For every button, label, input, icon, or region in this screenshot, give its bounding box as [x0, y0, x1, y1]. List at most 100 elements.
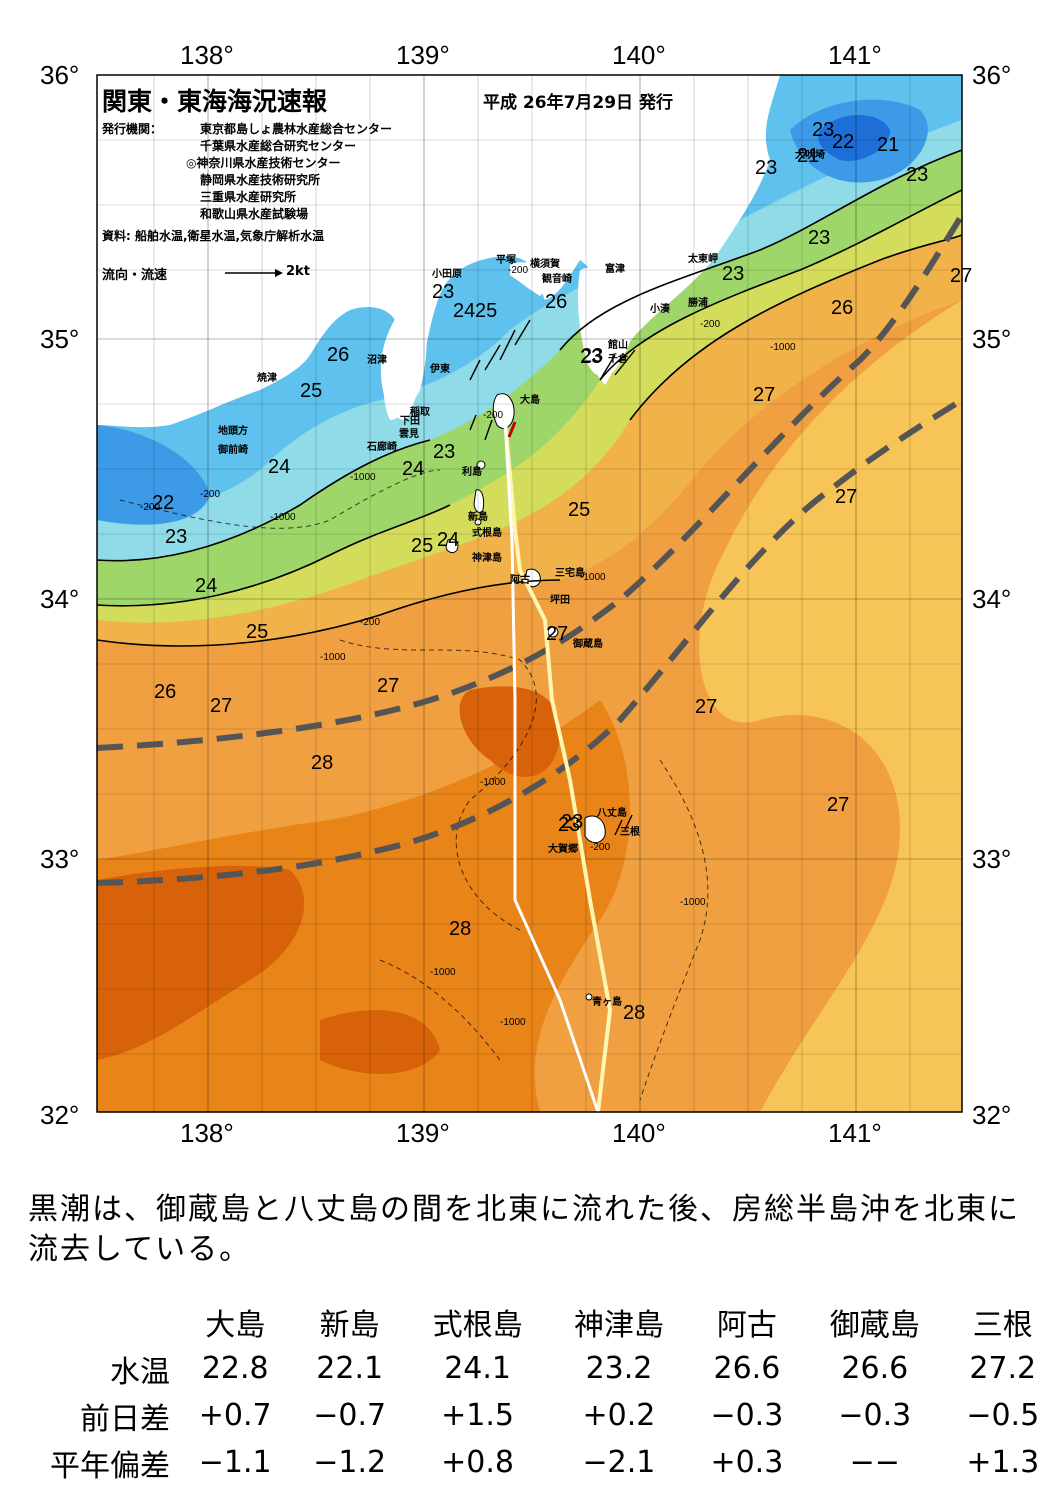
island-niijima: [473, 489, 485, 513]
depth-label: -1000: [580, 572, 606, 583]
table-header-row: 大島 新島 式根島 神津島 阿古 御蔵島 三根: [20, 1298, 1060, 1345]
warm-water-27-east: [699, 75, 962, 1112]
table-cell: +1.5: [441, 1398, 515, 1433]
temperature-label: 23: [808, 227, 830, 249]
table-cell: −−: [849, 1445, 900, 1480]
temperature-label: 21: [797, 145, 819, 167]
place-label: 太東岬: [687, 252, 718, 265]
place-label: 稲取: [410, 405, 431, 418]
temperature-label: 24: [437, 529, 459, 551]
temperature-label: 25: [411, 535, 433, 557]
table-cell: 24.1: [444, 1351, 511, 1386]
temperature-label: 24: [453, 300, 475, 322]
temperature-label: 22: [832, 131, 854, 153]
row-label: 平年偏差: [50, 1448, 170, 1484]
table-cell: −0.3: [838, 1398, 912, 1433]
depth-label: -200: [700, 319, 720, 330]
table-cell: 23.2: [585, 1351, 653, 1386]
temperature-label: 23: [906, 164, 928, 186]
lat-label-right-32: 32°: [972, 1100, 1012, 1130]
table-row: 平年偏差 −1.1 −1.2 +0.8 −2.1 +0.3 −− +1.3: [20, 1439, 1060, 1486]
temperature-label: 23: [755, 157, 777, 179]
temperature-label: 27: [827, 794, 849, 816]
table-cell: −0.7: [313, 1398, 387, 1433]
lon-label-top-141: 141°: [828, 40, 882, 70]
temperature-label: 26: [154, 681, 176, 703]
temperature-label: 25: [475, 300, 497, 322]
depth-label: -200: [508, 265, 528, 276]
kuroshio-axis: [97, 213, 962, 886]
temperature-label: 27: [835, 486, 857, 508]
temperature-label: 23: [580, 346, 602, 368]
warm-pool-29-south: [320, 1010, 440, 1074]
place-label: 式根島: [472, 526, 502, 539]
isotherm-lines: [97, 149, 962, 647]
table-cell: −1.1: [198, 1445, 272, 1480]
temperature-label: 25: [246, 621, 268, 643]
map-title: 関東・東海海況速報: [102, 87, 328, 116]
place-label: 千倉: [608, 352, 629, 365]
depth-label: -200: [200, 489, 220, 500]
place-label: 三宅島: [555, 566, 585, 579]
place-label: 青ヶ島: [592, 995, 622, 1008]
col-header: 三根: [972, 1307, 1033, 1343]
table-corner: [20, 1298, 178, 1345]
legend-label: 流向・流速: [102, 268, 168, 283]
depth-label: -1000: [270, 512, 296, 523]
temperature-table: 大島 新島 式根島 神津島 阿古 御蔵島 三根 水温 22.8 22.1 24.…: [20, 1298, 1060, 1486]
place-label: 八丈島: [596, 806, 627, 819]
isobath-lines: [119, 469, 709, 1101]
temperature-label: 28: [311, 752, 333, 774]
sea-temperature-map: 23 22 21 21 23 23 23 23 26 27 27 27 27 27 23 24 25 23 26 25…: [40, 40, 1012, 1148]
depth-label: -200: [140, 502, 160, 513]
lat-label-left-35: 35°: [40, 324, 80, 354]
place-label: 下田: [400, 415, 420, 427]
col-header: 御蔵島: [829, 1307, 920, 1343]
temperature-label: 26: [327, 344, 349, 366]
lat-label-right-36: 36°: [972, 60, 1012, 90]
lat-label-right-35: 35°: [972, 324, 1012, 354]
island-kozushima: [445, 538, 459, 554]
island-aogashima: [585, 993, 593, 1001]
legend-arrow: [225, 269, 283, 277]
lon-label-top-140: 140°: [612, 40, 666, 70]
publisher-2: 千葉県水産総合研究センター: [200, 139, 357, 153]
lon-label-top-138: 138°: [180, 40, 234, 70]
place-label: 阿古: [510, 573, 530, 586]
place-label: 利島: [462, 465, 482, 478]
temperature-label: 23: [433, 441, 455, 463]
table-cell: +0.3: [710, 1445, 784, 1480]
temperature-label: 21: [877, 134, 899, 156]
summary-text: 黒潮は、御蔵島と八丈島の間を北東に流れた後、房総半島沖を北東に流去している。: [28, 1192, 1020, 1267]
ship-position-marker: [507, 421, 517, 438]
place-label: 大賀郷: [548, 842, 578, 855]
table-cell: 26.6: [713, 1351, 781, 1386]
temperature-label: 23: [581, 345, 603, 367]
island-shikinejima: [474, 518, 482, 526]
temperature-label: 25: [568, 499, 590, 521]
place-label: 平塚: [496, 253, 516, 266]
table-cell: 27.2: [969, 1351, 1037, 1386]
col-header: 神津島: [573, 1307, 664, 1343]
land-boso-peninsula: [577, 267, 635, 377]
lat-label-right-34: 34°: [972, 584, 1012, 614]
depth-label: -200: [590, 842, 610, 853]
temperature-label: 24: [268, 456, 290, 478]
place-label: 富津: [605, 262, 625, 275]
depth-labels: -200 -200 -200 -1000 -1000 -1000 -1000 -200 -100…: [140, 265, 796, 1028]
place-label: 大島: [520, 393, 540, 406]
lon-label-bottom-138: 138°: [180, 1118, 234, 1148]
depth-label: -200: [360, 617, 380, 628]
map-frame: [96, 74, 963, 1113]
place-label: 雲見: [399, 428, 419, 440]
temperature-label: 22: [152, 492, 174, 514]
depth-label: -1000: [430, 967, 456, 978]
temperature-label: 27: [210, 695, 232, 717]
place-label: 御蔵島: [572, 637, 603, 650]
lon-label-bottom-139: 139°: [396, 1118, 450, 1148]
place-label: 神津島: [472, 551, 502, 564]
place-label: 勝浦: [688, 296, 708, 309]
table-cell: +0.7: [198, 1398, 272, 1433]
